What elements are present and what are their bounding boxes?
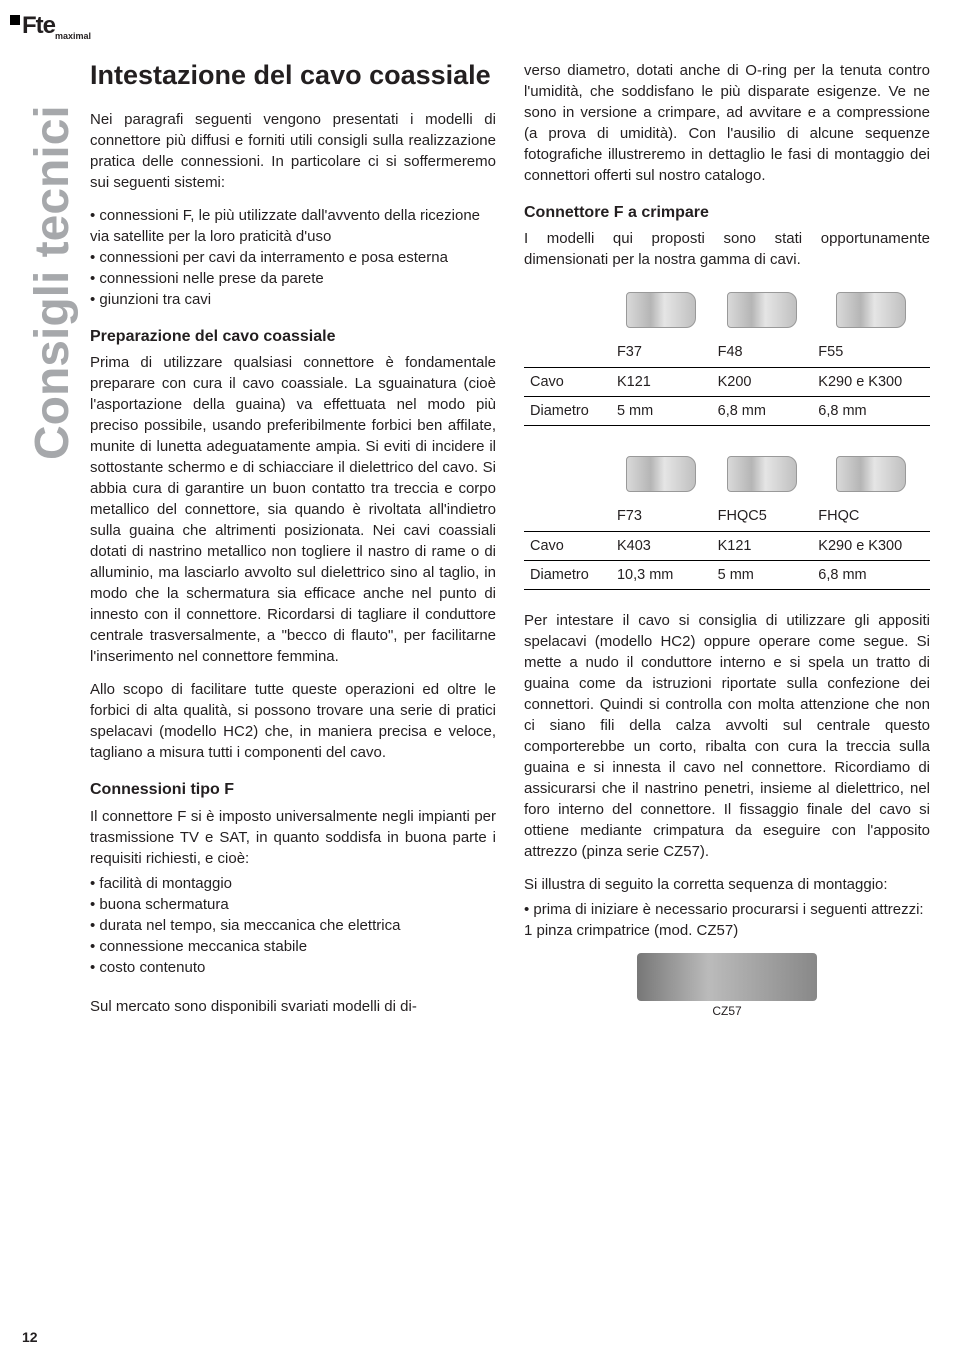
bullet-item: 1 pinza crimpatrice (mod. CZ57) (524, 920, 930, 941)
page-number: 12 (22, 1329, 38, 1345)
prep-paragraph-1: Prima di utilizzare qualsiasi connettore… (90, 352, 496, 667)
table-cell: F37 (611, 338, 712, 367)
connector-table-1: F37 F48 F55 Cavo K121 K200 K290 e K300 D… (524, 282, 930, 426)
table-cell: 6,8 mm (712, 396, 813, 425)
connector-table-2: F73 FHQC5 FHQC Cavo K403 K121 K290 e K30… (524, 446, 930, 590)
connector-icon (836, 456, 906, 492)
bullet-list-requirements: • facilità di montaggio • buona schermat… (90, 873, 496, 978)
crimp-intro: I modelli qui proposti sono stati opport… (524, 228, 930, 270)
logo-text: Fte (22, 12, 55, 39)
bullet-item: • connessioni nelle prese da parete (90, 268, 496, 289)
bullet-item: • prima di iniziare è necessario procura… (524, 899, 930, 920)
table-cell: 10,3 mm (611, 560, 712, 589)
bullet-list-systems: • connessioni F, le più utilizzate dall'… (90, 205, 496, 310)
right-p2: Per intestare il cavo si consiglia di ut… (524, 610, 930, 862)
table-cell: 5 mm (611, 396, 712, 425)
sidebar-title: Consigli tecnici (25, 105, 80, 460)
tail-paragraph: Sul mercato sono disponibili svariati mo… (90, 996, 496, 1017)
table-cell: K290 e K300 (812, 531, 930, 560)
heading-connessioni-f: Connessioni tipo F (90, 779, 496, 801)
heading-crimpare: Connettore F a crimpare (524, 202, 930, 224)
table-cell (524, 338, 611, 367)
table-cell: 6,8 mm (812, 560, 930, 589)
right-p1: verso diametro, dotati anche di O-ring p… (524, 60, 930, 186)
connector-icon (626, 292, 696, 328)
table-cell: FHQC5 (712, 502, 813, 531)
pliers-icon (637, 953, 817, 1001)
table-cell: Diametro (524, 560, 611, 589)
column-right: verso diametro, dotati anche di O-ring p… (524, 60, 930, 1029)
column-left: Intestazione del cavo coassiale Nei para… (90, 60, 496, 1029)
connector-icon (727, 292, 797, 328)
table-cell: 6,8 mm (812, 396, 930, 425)
bullet-item: • durata nel tempo, sia meccanica che el… (90, 915, 496, 936)
bullet-item: • giunzioni tra cavi (90, 289, 496, 310)
page-title: Intestazione del cavo coassiale (90, 60, 496, 91)
table-cell: Diametro (524, 396, 611, 425)
pliers-caption: CZ57 (524, 1003, 930, 1020)
prep-paragraph-2: Allo scopo di facilitare tutte queste op… (90, 679, 496, 763)
table-cell: K403 (611, 531, 712, 560)
bullet-list-tools: • prima di iniziare è necessario procura… (524, 899, 930, 941)
connector-icon (727, 456, 797, 492)
table-cell: K121 (712, 531, 813, 560)
bullet-item: • connessioni F, le più utilizzate dall'… (90, 205, 496, 247)
bullet-item: • costo contenuto (90, 957, 496, 978)
brand-logo: Ftemaximal (10, 12, 91, 41)
logo-sub: maximal (55, 31, 91, 41)
table-cell: Cavo (524, 531, 611, 560)
table-cell: K290 e K300 (812, 367, 930, 396)
connector-icon (626, 456, 696, 492)
table-cell: K121 (611, 367, 712, 396)
table-cell (524, 502, 611, 531)
table-cell: Cavo (524, 367, 611, 396)
bullet-item: • facilità di montaggio (90, 873, 496, 894)
bullet-item: • connessione meccanica stabile (90, 936, 496, 957)
right-p3: Si illustra di seguito la corretta seque… (524, 874, 930, 895)
main-content: Intestazione del cavo coassiale Nei para… (90, 60, 930, 1029)
bullet-item: • buona schermatura (90, 894, 496, 915)
intro-paragraph: Nei paragrafi seguenti vengono presentat… (90, 109, 496, 193)
table-cell: FHQC (812, 502, 930, 531)
heading-preparazione: Preparazione del cavo coassiale (90, 326, 496, 348)
table-cell: F48 (712, 338, 813, 367)
table-cell: 5 mm (712, 560, 813, 589)
conn-intro: Il connettore F si è imposto universalme… (90, 806, 496, 869)
table-cell: K200 (712, 367, 813, 396)
table-cell: F73 (611, 502, 712, 531)
connector-icon (836, 292, 906, 328)
table-cell: F55 (812, 338, 930, 367)
bullet-item: • connessioni per cavi da interramento e… (90, 247, 496, 268)
